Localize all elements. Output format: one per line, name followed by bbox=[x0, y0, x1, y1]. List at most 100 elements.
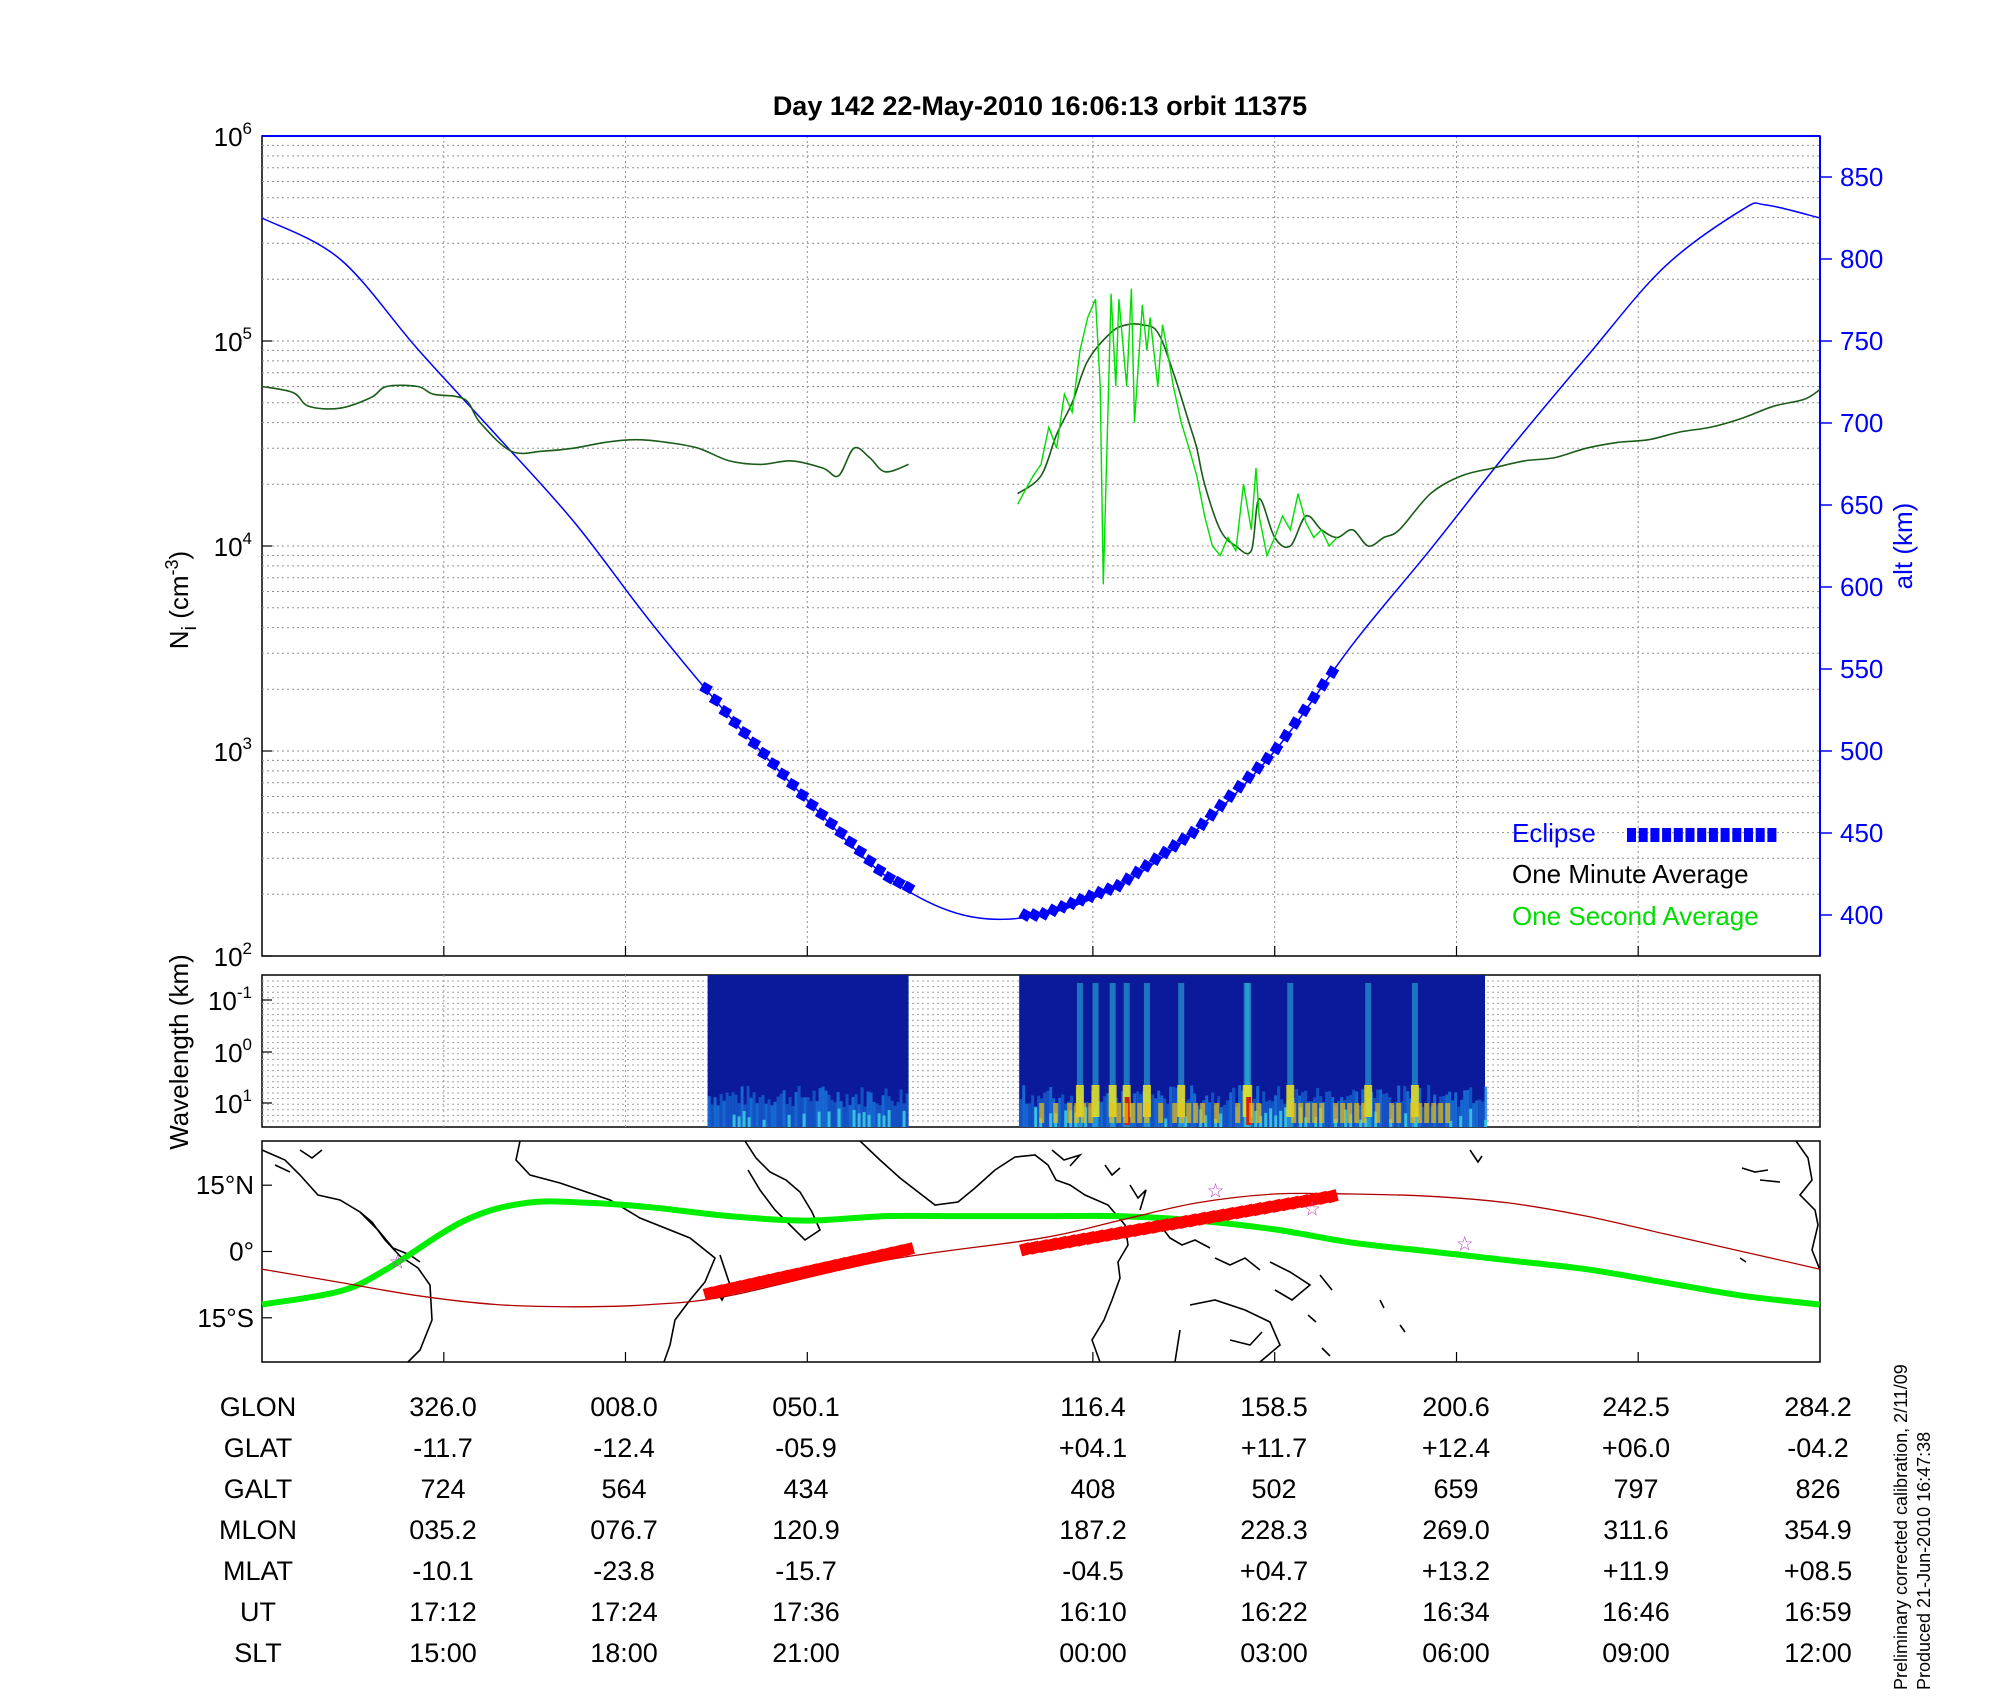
spectrogram-column bbox=[1121, 1091, 1125, 1127]
ylabel-main: N bbox=[164, 630, 194, 649]
spectrogram-low-band bbox=[1137, 1103, 1143, 1123]
eclipse-marker bbox=[1297, 703, 1312, 718]
star-marker: ☆ bbox=[1207, 1181, 1225, 1203]
spectrogram-low-band bbox=[1123, 1103, 1129, 1123]
spectrogram-low-band bbox=[1256, 1103, 1262, 1123]
magnetic-equator-line bbox=[261, 1198, 1821, 1308]
y2-tick-label: 550 bbox=[1840, 654, 1883, 684]
eclipse-marker bbox=[1139, 859, 1154, 873]
spectrogram-low-band bbox=[1172, 1103, 1178, 1123]
spectrogram-speck bbox=[1274, 1115, 1278, 1127]
spectrogram-speck bbox=[1219, 1113, 1223, 1127]
orbit-info-table: GLON GLAT GALT MLON MLAT UT SLT 326.0 -11.7 724 03… bbox=[219, 1392, 1852, 1668]
spectrogram-speck bbox=[742, 1110, 746, 1127]
map-y-tick-label: 15°N bbox=[196, 1170, 254, 1200]
spectrogram-speck bbox=[1344, 1109, 1348, 1127]
spectrogram-column bbox=[1271, 1101, 1275, 1127]
spectrogram-column bbox=[1379, 1089, 1383, 1127]
table-cell: +11.7 bbox=[1241, 1433, 1307, 1463]
spectrogram-column bbox=[761, 1094, 765, 1127]
spectrogram-speck bbox=[867, 1114, 871, 1127]
eclipse-marker bbox=[882, 870, 897, 885]
track-eclipse-marker bbox=[1177, 1214, 1190, 1230]
spectrogram-low-band bbox=[1333, 1103, 1339, 1123]
table-cell: 284.2 bbox=[1784, 1392, 1852, 1422]
eclipse-marker bbox=[1223, 789, 1237, 803]
eclipse-marker bbox=[1092, 885, 1107, 900]
eclipse-marker bbox=[901, 880, 916, 895]
eclipse-marker bbox=[757, 746, 771, 761]
eclipse-marker bbox=[1306, 690, 1321, 705]
track-eclipse-marker bbox=[759, 1273, 773, 1288]
track-eclipse-marker bbox=[1251, 1202, 1265, 1217]
spectrogram-column bbox=[1223, 1104, 1227, 1127]
spectrogram-speck bbox=[877, 1113, 881, 1127]
track-eclipse-marker bbox=[1307, 1192, 1321, 1207]
ylabel-exp: -3 bbox=[162, 559, 182, 575]
legend-eclipse-marker bbox=[1755, 828, 1765, 842]
second-average-line bbox=[1016, 288, 1338, 585]
spectrogram-column bbox=[893, 1105, 897, 1127]
eclipse-marker bbox=[805, 798, 819, 812]
spectrogram-band bbox=[1109, 983, 1116, 1127]
tick-exp: 2 bbox=[243, 939, 252, 958]
spectrogram-low-band bbox=[1130, 1103, 1136, 1123]
spectrogram-low-band bbox=[1410, 1103, 1416, 1123]
spectrogram-column bbox=[890, 1100, 894, 1127]
spectrogram-column bbox=[779, 1093, 783, 1127]
track-eclipse-marker bbox=[1074, 1232, 1088, 1247]
y-tick-label: 104 bbox=[214, 529, 252, 562]
legend-label-second: One Second Average bbox=[1512, 901, 1759, 931]
spec-y-tick-label: 101 bbox=[214, 1086, 252, 1119]
spectrogram-column bbox=[1382, 1094, 1386, 1127]
ylabel-sub: i bbox=[179, 626, 201, 630]
spectrogram-column bbox=[833, 1102, 837, 1127]
track-eclipse-marker bbox=[740, 1277, 754, 1293]
eclipse-marker bbox=[708, 693, 723, 707]
spectrogram-column bbox=[1331, 1097, 1335, 1127]
tick-base: 10 bbox=[208, 986, 237, 1016]
spectrogram-low-band bbox=[1354, 1103, 1360, 1123]
spectrogram-column bbox=[776, 1096, 780, 1127]
spectrogram-column bbox=[1463, 1090, 1467, 1127]
spectrogram-column bbox=[1406, 1091, 1410, 1127]
spectrogram-speck bbox=[1049, 1113, 1053, 1127]
spectrogram-column bbox=[1106, 1093, 1110, 1127]
tick-exp: -1 bbox=[237, 983, 252, 1002]
eclipse-marker bbox=[1074, 892, 1089, 907]
table-cell: +04.1 bbox=[1059, 1433, 1127, 1463]
spectrogram-low-band bbox=[1249, 1103, 1255, 1123]
eclipse-marker bbox=[1213, 798, 1228, 813]
spectrogram-column bbox=[872, 1101, 876, 1127]
eclipse-marker bbox=[1120, 872, 1135, 886]
eclipse-marker bbox=[863, 854, 877, 868]
y2-tick-label: 750 bbox=[1840, 326, 1883, 356]
spectrogram-column bbox=[1211, 1092, 1215, 1127]
table-row-label: MLON bbox=[219, 1515, 297, 1545]
tick-exp: 6 bbox=[243, 119, 252, 138]
table-cell: +08.5 bbox=[1784, 1556, 1852, 1586]
spectrogram-band bbox=[1365, 983, 1372, 1127]
spectrogram-low-band bbox=[1200, 1103, 1206, 1123]
spectrogram-speck bbox=[1449, 1120, 1453, 1127]
track-eclipse-marker bbox=[816, 1261, 830, 1276]
spectrogram-speck bbox=[887, 1110, 891, 1127]
spectrogram-column bbox=[1205, 1095, 1209, 1127]
track-eclipse-marker bbox=[835, 1256, 849, 1272]
table-cell: 17:24 bbox=[590, 1597, 658, 1627]
track-eclipse-marker bbox=[1223, 1206, 1237, 1222]
spectrogram-column bbox=[1295, 1089, 1299, 1127]
table-cell: -15.7 bbox=[775, 1556, 837, 1586]
table-cell: 06:00 bbox=[1422, 1638, 1490, 1668]
table-cell: 724 bbox=[420, 1474, 465, 1504]
eclipse-marker bbox=[1148, 852, 1163, 867]
spectrogram-column bbox=[1031, 1095, 1035, 1127]
eclipse-marker bbox=[1083, 889, 1098, 904]
spectrogram-low-band bbox=[1417, 1103, 1423, 1123]
table-cell: 076.7 bbox=[590, 1515, 658, 1545]
spectrogram-column bbox=[719, 1094, 723, 1127]
spectrogram-speck bbox=[1204, 1115, 1208, 1127]
tick-exp: 5 bbox=[243, 324, 252, 343]
y-axis-label-wavelength: Wavelength (km) bbox=[164, 954, 194, 1150]
